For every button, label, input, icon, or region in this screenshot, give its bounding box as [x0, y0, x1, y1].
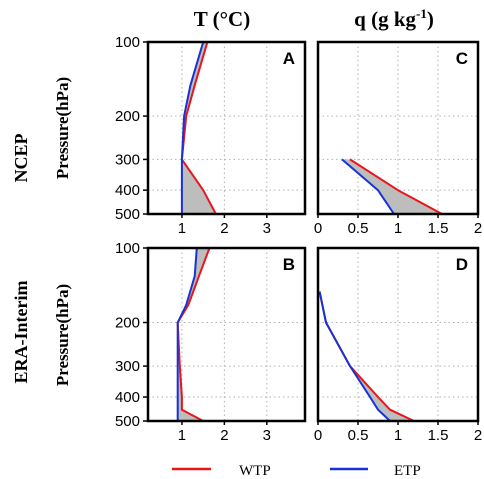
- x-tick-label-c: 1.5: [428, 220, 449, 237]
- shaded-difference-d: [319, 291, 414, 421]
- x-tick-label-a: 3: [263, 220, 271, 237]
- x-tick-label-d: 2: [474, 427, 482, 444]
- panel-frame-a: [146, 40, 307, 216]
- y-tick-label-b: 400: [115, 389, 140, 406]
- panel-letter-b: B: [283, 255, 295, 274]
- panel-b: B 100 200 300 400 500 1 2 3: [115, 240, 307, 444]
- series-line-etp-d: [318, 291, 391, 422]
- panel-c: C 0 0.5 1 1.5 2: [314, 40, 482, 237]
- y-tick-label-b: 200: [115, 315, 140, 332]
- x-tick-label-d: 0.5: [348, 427, 369, 444]
- column-title-temperature: T (°C): [194, 7, 250, 31]
- panel-frame-b: [146, 246, 307, 423]
- y-tick-label-a: 300: [115, 151, 140, 168]
- x-tick-label-a: 1: [178, 220, 186, 237]
- legend-wtp-label: WTP: [239, 463, 271, 479]
- y-axis-title-top: Pressure(hPa): [53, 77, 72, 179]
- panel-a: A 100 200 300 400 500 1 2 3: [115, 34, 307, 237]
- series-line-wtp-b: [176, 247, 211, 422]
- y-tick-label-a: 400: [115, 182, 140, 199]
- row-label-era-interim: ERA-Interim: [11, 281, 31, 384]
- series-line-wtp-d: [318, 291, 415, 422]
- series-line-etp-a: [180, 41, 205, 214]
- panel-letter-a: A: [283, 49, 295, 68]
- x-tick-label-b: 3: [263, 427, 271, 444]
- x-tick-label-c: 0.5: [348, 220, 369, 237]
- y-axis-title-bottom: Pressure(hPa): [53, 284, 72, 386]
- series-line-wtp-a: [180, 41, 217, 215]
- y-tick-label-a: 500: [115, 206, 140, 223]
- x-tick-label-c: 0: [314, 220, 322, 237]
- panel-letter-d: D: [456, 255, 468, 274]
- legend-etp-label: ETP: [394, 463, 421, 479]
- y-tick-label-b: 300: [115, 358, 140, 375]
- column-title-humidity-main: q (g kg: [354, 7, 416, 31]
- shaded-difference-a: [181, 42, 216, 214]
- x-tick-label-c: 1: [394, 220, 402, 237]
- column-title-humidity: q (g kg-1): [354, 6, 434, 31]
- legend: WTP ETP: [172, 463, 421, 479]
- x-tick-label-b: 1: [178, 427, 186, 444]
- x-tick-label-c: 2: [474, 220, 482, 237]
- series-line-etp-b: [176, 247, 198, 421]
- y-tick-label-a: 200: [115, 108, 140, 125]
- x-tick-label-b: 2: [220, 427, 228, 444]
- column-title-humidity-close: ): [427, 7, 434, 31]
- series-line-etp-c: [341, 158, 395, 215]
- panel-d: D 0 0.5 1 1.5 2: [314, 246, 482, 444]
- series-line-wtp-c: [349, 158, 443, 215]
- y-tick-label-b: 500: [115, 413, 140, 430]
- panel-letter-c: C: [456, 49, 468, 68]
- x-tick-label-d: 1.5: [428, 427, 449, 444]
- column-title-humidity-exponent: -1: [416, 6, 427, 21]
- x-tick-label-d: 0: [314, 427, 322, 444]
- x-tick-label-d: 1: [394, 427, 402, 444]
- row-label-ncep: NCEP: [11, 133, 31, 182]
- y-tick-label-b: 100: [115, 240, 140, 257]
- y-tick-label-a: 100: [115, 34, 140, 51]
- x-tick-label-a: 2: [220, 220, 228, 237]
